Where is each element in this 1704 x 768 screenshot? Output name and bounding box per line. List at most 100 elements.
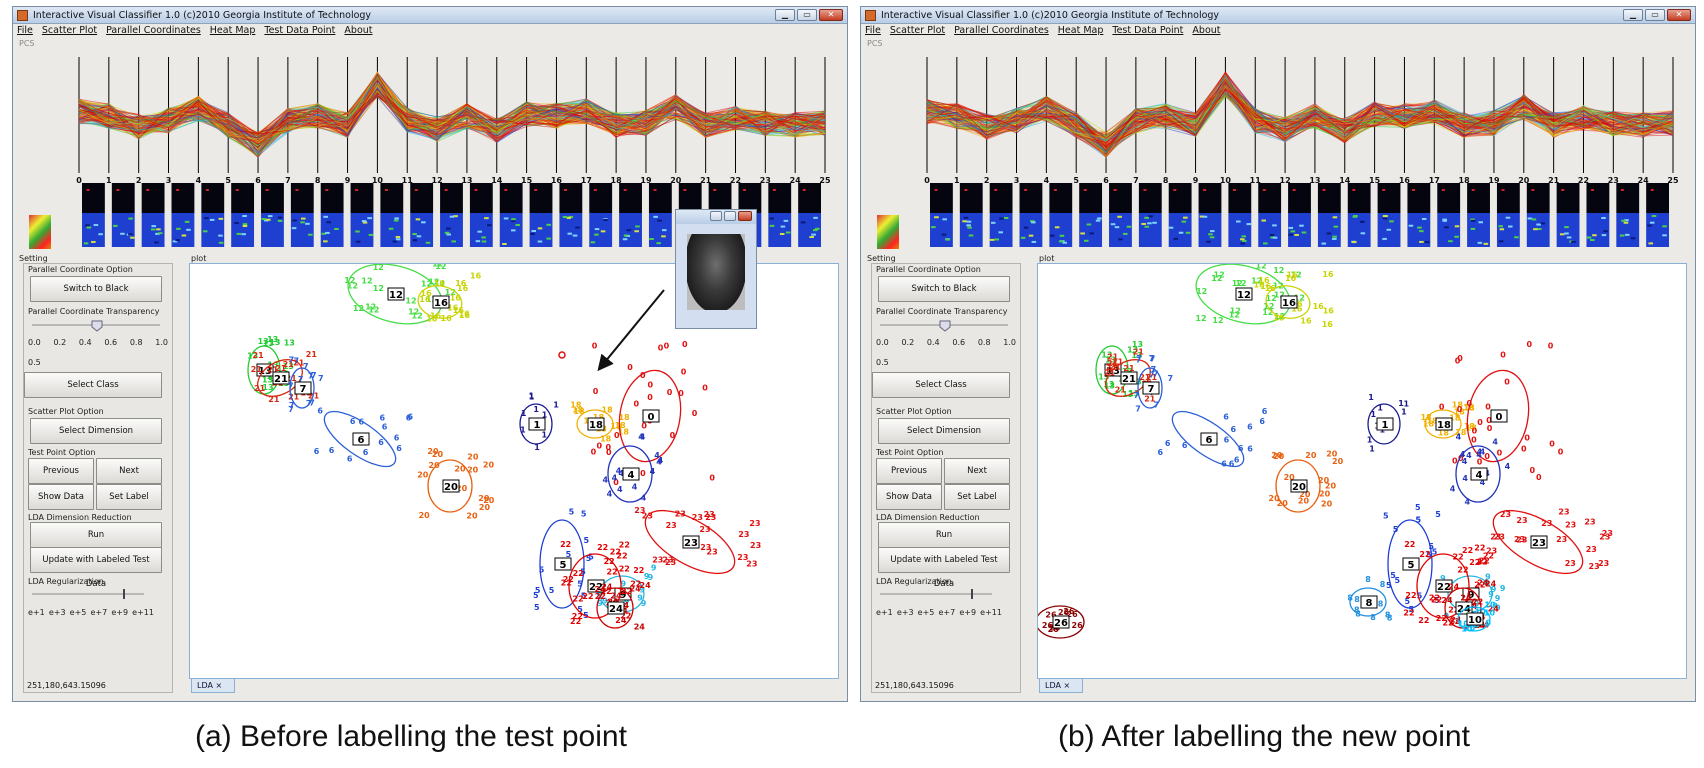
update-labeled-test-data-button[interactable]: Update with Labeled Test Data — [30, 547, 162, 589]
show-data-button[interactable]: Show Data — [876, 484, 942, 510]
menu-scatter-plot[interactable]: Scatter Plot — [41, 25, 98, 36]
popup-maximize-button[interactable] — [724, 211, 736, 221]
previous-button[interactable]: Previous — [28, 458, 94, 484]
class-ellipse — [596, 587, 634, 629]
heatmap-strip[interactable] — [65, 183, 839, 251]
maximize-button[interactable]: ▭ — [797, 9, 817, 21]
menu-test-data-point[interactable]: Test Data Point — [1112, 25, 1184, 36]
centroid-label: 9 — [620, 590, 627, 601]
next-button[interactable]: Next — [96, 458, 162, 484]
menu-heat-map[interactable]: Heat Map — [1057, 25, 1104, 36]
close-button[interactable]: ✕ — [1667, 9, 1691, 21]
menu-bar: File Scatter Plot Parallel Coordinates H… — [13, 24, 847, 38]
heatmap-stripe — [1181, 220, 1187, 223]
select-class-button[interactable]: Select Class — [872, 372, 1010, 398]
pc-axis-number: 25 — [819, 176, 831, 185]
select-dimension-button[interactable]: Select Dimension — [878, 418, 1010, 444]
heatmap-cell-dark — [1079, 183, 1103, 213]
heatmap-cell — [959, 213, 983, 247]
menu-file[interactable]: File — [17, 25, 33, 36]
data-point-label: 6 — [1158, 448, 1164, 457]
parallel-coordinates-plot[interactable]: 0 1 2 3 4 5 6 7 8 9 10 11 12 13 14 15 16 17 18 19 20 21 22 23 24… — [65, 51, 839, 185]
centroid-label: 1 — [534, 420, 541, 431]
show-data-button[interactable]: Show Data — [28, 484, 94, 510]
heatmap-cell-dark — [410, 183, 434, 213]
menu-about[interactable]: About — [344, 25, 373, 36]
menu-file[interactable]: File — [865, 25, 881, 36]
previous-button[interactable]: Previous — [876, 458, 942, 484]
menu-parallel-coordinates[interactable]: Parallel Coordinates — [954, 25, 1049, 36]
heatmap-stripe — [966, 220, 972, 223]
heatmap-stripe — [562, 215, 568, 218]
tab-lda[interactable]: LDA × — [191, 679, 235, 693]
heatmap-cell — [201, 213, 225, 247]
popup-minimize-button[interactable] — [710, 211, 722, 221]
set-label-button[interactable]: Set Label — [944, 484, 1010, 510]
transparency-slider[interactable] — [880, 319, 1010, 337]
heatmap-stripe — [1059, 234, 1065, 237]
parallel-coordinates-plot[interactable]: 0 1 2 3 4 5 6 7 8 9 10 11 12 13 14 15 16 17 18 19 20 21 22 23 24… — [913, 51, 1687, 185]
menu-about[interactable]: About — [1192, 25, 1221, 36]
minimize-button[interactable]: ▁ — [1623, 9, 1643, 21]
next-button[interactable]: Next — [944, 458, 1010, 484]
class-ellipse — [618, 369, 682, 463]
heatmap-strip[interactable] — [913, 183, 1687, 251]
heatmap-cell — [1198, 213, 1222, 247]
data-point-label: 5 — [577, 605, 583, 614]
data-point-label: 13 — [269, 338, 280, 347]
pc-axis-number: 8 — [315, 176, 321, 185]
transparency-slider[interactable] — [32, 319, 162, 337]
menu-parallel-coordinates[interactable]: Parallel Coordinates — [106, 25, 201, 36]
heatmap-stripe — [1571, 240, 1576, 243]
data-point-label: 8 — [1347, 594, 1353, 603]
menu-test-data-point[interactable]: Test Data Point — [264, 25, 336, 36]
run-button[interactable]: Run — [878, 522, 1010, 548]
pc-axis-number: 14 — [1339, 176, 1351, 185]
switch-to-black-button[interactable]: Switch to Black — [30, 276, 162, 302]
switch-to-black-button[interactable]: Switch to Black — [878, 276, 1010, 302]
heatmap-stripe — [1590, 239, 1595, 242]
minimize-button[interactable]: ▁ — [775, 9, 795, 21]
data-point-label: 21 — [1106, 363, 1118, 372]
pc-polyline — [926, 80, 1674, 153]
pc-axis-number: 20 — [670, 176, 682, 185]
heatmap-stripe — [355, 230, 360, 233]
popup-close-button[interactable] — [738, 211, 752, 221]
pcs-label: PCS — [19, 39, 35, 48]
data-point-label: 24 — [1441, 596, 1453, 605]
scatter-plot-area[interactable]: 1212121212121212121212121212121212121212… — [189, 263, 839, 679]
menu-heat-map[interactable]: Heat Map — [209, 25, 256, 36]
menu-scatter-plot[interactable]: Scatter Plot — [889, 25, 946, 36]
data-point-label: 18 — [593, 413, 605, 422]
heatmap-stripe — [1030, 220, 1035, 223]
data-point-label: 23 — [1490, 533, 1501, 542]
run-button[interactable]: Run — [30, 522, 162, 548]
heatmap-stripe — [355, 240, 361, 243]
heatmap-stripe — [300, 217, 306, 220]
regularization-slider[interactable] — [880, 588, 1010, 606]
data-point-label: 26 — [1048, 625, 1060, 634]
heatmap-dot — [414, 189, 418, 191]
tab-lda[interactable]: LDA × — [1039, 679, 1083, 693]
update-labeled-test-data-button[interactable]: Update with Labeled Test Data — [878, 547, 1010, 589]
heatmap-stripe — [769, 224, 775, 227]
maximize-button[interactable]: ▭ — [1645, 9, 1665, 21]
data-point-label: 22 — [560, 540, 571, 549]
data-point-label: 6 — [380, 414, 386, 423]
select-dimension-button[interactable]: Select Dimension — [30, 418, 162, 444]
data-point-label: 5 — [1415, 503, 1421, 512]
regularization-tick: e+3 — [896, 608, 914, 617]
coordinate-readout: 251,180,643.15096 — [27, 681, 106, 690]
set-label-button[interactable]: Set Label — [96, 484, 162, 510]
data-point-label: 20 — [1325, 482, 1337, 491]
transparency-ticks: 0.0 0.2 0.4 0.6 0.8 1.0 — [876, 338, 1016, 347]
close-button[interactable]: ✕ — [819, 9, 843, 21]
regularization-slider[interactable] — [32, 588, 162, 606]
select-class-button[interactable]: Select Class — [24, 372, 162, 398]
transparency-value: 0.5 — [28, 358, 41, 367]
heatmap-cell — [1049, 213, 1073, 247]
data-point-label: 22 — [570, 617, 581, 626]
heatmap-cell — [231, 213, 255, 247]
heatmap-stripe — [1527, 217, 1533, 220]
